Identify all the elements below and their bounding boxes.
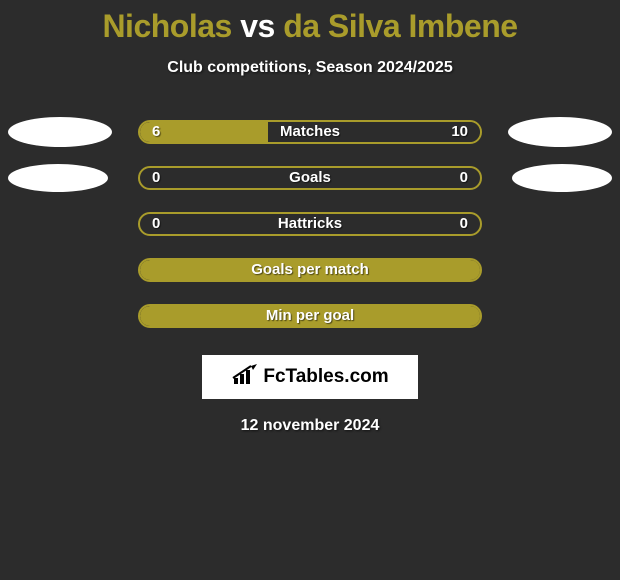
marker-ellipse-right (512, 164, 612, 192)
logo-box: FcTables.com (202, 355, 418, 399)
logo-text: FcTables.com (263, 366, 388, 388)
marker-ellipse-left (8, 117, 112, 147)
stat-bar: Min per goal (138, 304, 482, 328)
title-vs: vs (240, 8, 275, 44)
stat-label: Min per goal (140, 306, 480, 326)
logo-chart-icon (231, 364, 259, 391)
marker-ellipse-right (508, 117, 612, 147)
stat-label: Goals per match (140, 260, 480, 280)
stat-value-right: 10 (451, 122, 468, 142)
stat-label: Hattricks (140, 214, 480, 234)
stat-value-left: 0 (152, 168, 160, 188)
stat-value-left: 6 (152, 122, 160, 142)
stat-rows: Matches610Goals00Hattricks00Goals per ma… (0, 109, 620, 339)
stat-value-left: 0 (152, 214, 160, 234)
marker-ellipse-left (8, 164, 108, 192)
stat-bar: Goals0 0 (138, 166, 482, 190)
stat-row: Goals per match (0, 247, 620, 293)
stat-value-right: 0 (460, 214, 468, 234)
subtitle: Club competitions, Season 2024/2025 (0, 59, 620, 77)
date: 12 november 2024 (0, 417, 620, 435)
stat-value-right: 0 (460, 168, 468, 188)
stat-bar: Hattricks0 0 (138, 212, 482, 236)
title-player2: da Silva Imbene (283, 8, 517, 44)
stat-bar: Matches6 10 (138, 120, 482, 144)
comparison-card: Nicholas vs da Silva Imbene Club competi… (0, 0, 620, 580)
stat-row: Hattricks0 0 (0, 201, 620, 247)
title-player1: Nicholas (102, 8, 231, 44)
stat-row: Min per goal (0, 293, 620, 339)
stat-bar: Goals per match (138, 258, 482, 282)
stat-label: Goals (140, 168, 480, 188)
stat-label: Matches (140, 122, 480, 142)
stat-row: Goals0 0 (0, 155, 620, 201)
page-title: Nicholas vs da Silva Imbene (0, 0, 620, 45)
stat-row: Matches6 10 (0, 109, 620, 155)
